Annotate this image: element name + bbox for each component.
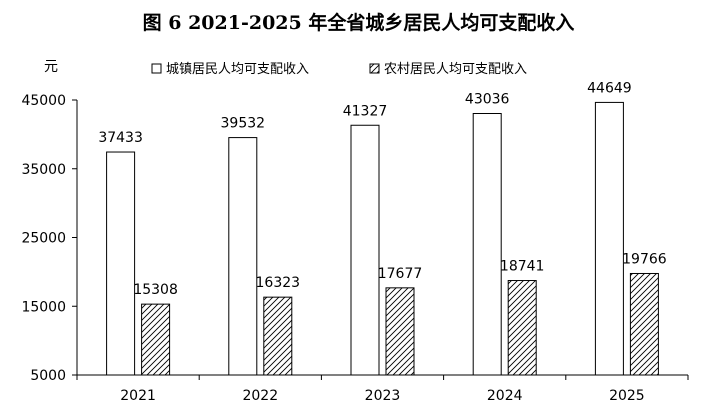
plot-area: 5000 15000 25000 35000 45000 2021 37433 15308 20… [21,80,689,404]
legend: 城镇居民人均可支配收入 农村居民人均可支配收入 [151,62,527,77]
data-label-rural: 18741 [500,259,545,275]
y-tick-label: 5000 [30,368,66,384]
bar-urban [106,151,136,376]
bar-rural [507,280,537,376]
data-label-urban: 37433 [98,130,143,146]
bar-rural [263,296,293,376]
y-tick-label: 15000 [21,299,66,315]
x-tick-label: 2022 [242,388,278,404]
x-tick-label: 2025 [609,388,645,404]
legend-label-rural: 农村居民人均可支配收入 [384,62,527,77]
y-tick-label: 25000 [21,231,66,247]
data-label-urban: 44649 [587,80,632,96]
data-label-rural: 17677 [378,266,423,282]
x-tick-label: 2021 [120,388,156,404]
x-tick-label: 2024 [487,388,523,404]
data-label-urban: 39532 [221,116,266,132]
bar-urban [228,137,258,376]
x-tick-label: 2023 [365,388,401,404]
legend-label-urban: 城镇居民人均可支配收入 [166,62,309,77]
y-tick-label: 45000 [21,93,66,109]
data-label-urban: 43036 [465,92,510,108]
bar-rural [141,303,171,376]
bar-urban [594,101,624,376]
bar-urban [472,113,502,376]
chart-title: 图 6 2021-2025 年全省城乡居民人均可支配收入 [142,12,575,34]
data-label-urban: 41327 [343,103,388,119]
bar-rural [629,272,659,376]
bar-urban [350,124,380,376]
data-label-rural: 15308 [133,282,178,298]
y-unit-label: 元 [44,59,58,75]
legend-swatch-rural [369,63,380,74]
data-label-rural: 16323 [256,275,301,291]
data-label-rural: 19766 [622,251,667,267]
bar-rural [385,287,415,376]
legend-swatch-urban [151,63,162,74]
y-tick-label: 35000 [21,162,66,178]
